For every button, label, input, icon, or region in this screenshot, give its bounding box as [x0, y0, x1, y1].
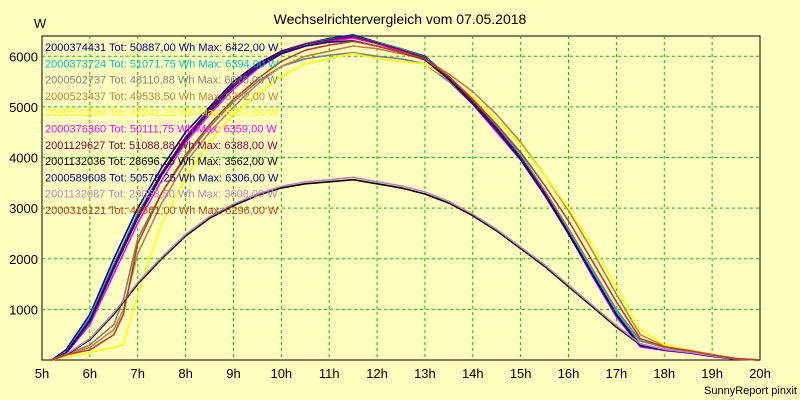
- legend-entry: 2001132087 Tot: 29053,50 Wh Max: 3608,00…: [45, 189, 278, 201]
- x-tick-label: 14h: [462, 366, 484, 381]
- x-tick-label: 7h: [130, 366, 144, 381]
- series-line-10: [51, 176, 761, 361]
- legend-entry: 2000374431 Tot: 50887,00 Wh Max: 6422,00…: [45, 42, 279, 54]
- legend-entry: 2000373724 Tot: 51071,75 Wh Max: 6394,00…: [45, 58, 279, 70]
- x-tick-label: 5h: [35, 366, 49, 381]
- x-axis-ticks: 5h 6h 7h 8h 9h 10h 11h 12h 13h 14h 15h 16h 17h 18h 19h…: [35, 366, 771, 381]
- x-tick-label: 8h: [178, 366, 192, 381]
- y-tick-label: 3000: [9, 201, 38, 216]
- series-line-3: [51, 51, 761, 361]
- series-lines: [51, 34, 761, 361]
- series-line-5: [51, 52, 761, 361]
- series-line-11: [51, 40, 761, 361]
- plot-area: [41, 35, 761, 361]
- y-unit-label: W: [34, 16, 47, 31]
- x-tick-label: 16h: [558, 366, 580, 381]
- legend: 2000374431 Tot: 50887,00 Wh Max: 6422,00…: [45, 42, 279, 217]
- legend-entry: 2000502737 Tot: 48110,88 Wh Max: 6070,00…: [45, 75, 278, 87]
- legend-entry: 2000376360 Tot: 50111,75 Wh Max: 6359,00…: [45, 124, 277, 136]
- x-tick-label: 18h: [653, 366, 675, 381]
- x-tick-label: 19h: [701, 366, 723, 381]
- x-tick-label: 13h: [414, 366, 436, 381]
- legend-entry: 2001129627 Tot: 51088,88 Wh Max: 6388,00…: [45, 140, 278, 152]
- x-tick-label: 11h: [319, 366, 340, 381]
- legend-entry: 2000523437 Tot: 49538,50 Wh Max: 6202,00…: [45, 91, 279, 103]
- series-line-6: [51, 37, 761, 361]
- x-tick-label: 10h: [270, 366, 292, 381]
- y-axis-ticks: 1000 2000 3000 4000 5000 6000: [9, 49, 38, 317]
- x-tick-label: 15h: [510, 366, 532, 381]
- footer-credit: SunnyReport pinxit: [704, 385, 797, 397]
- y-tick-label: 2000: [9, 252, 38, 267]
- legend-entry: 2000532834 Tot: 48241,13 Wh Max: 6057,00…: [45, 107, 279, 119]
- y-tick-label: 4000: [9, 151, 38, 166]
- x-tick-label: 6h: [83, 366, 97, 381]
- x-tick-label: 9h: [226, 366, 240, 381]
- series-line-4: [51, 45, 761, 361]
- legend-entry: 2000589608 Tot: 50578,25 Wh Max: 6306,00…: [45, 172, 279, 184]
- legend-entry: 2000316121 Tot: 48561,00 Wh Max: 6296,00…: [45, 205, 279, 217]
- y-tick-label: 6000: [9, 49, 38, 64]
- x-tick-label: 20h: [749, 366, 771, 381]
- grid-lines: [42, 36, 760, 360]
- y-tick-label: 5000: [9, 100, 38, 115]
- x-tick-label: 12h: [366, 366, 388, 381]
- legend-entry: 2001132036 Tot: 28696,75 Wh Max: 3562,00…: [45, 156, 278, 168]
- y-tick-label: 1000: [9, 302, 38, 317]
- x-tick-label: 17h: [606, 366, 628, 381]
- chart-title: Wechselrichtervergleich vom 07.05.2018: [274, 11, 527, 27]
